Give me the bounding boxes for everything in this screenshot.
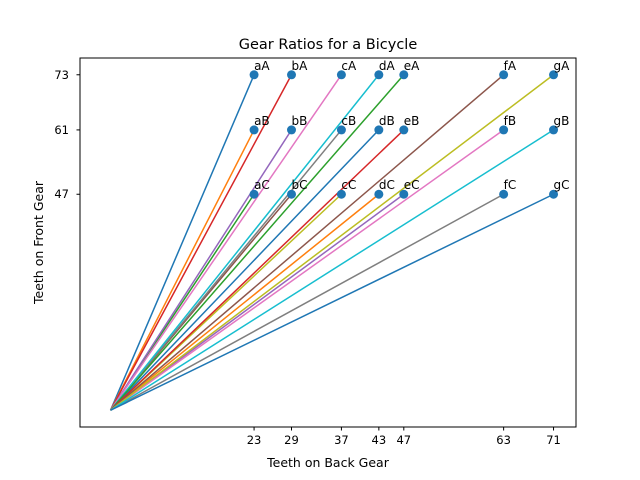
gear-line-gA <box>110 74 554 411</box>
gear-point-cA <box>336 70 346 80</box>
gear-line-dC <box>110 193 380 411</box>
gear-point-label-fA: fA <box>504 59 517 73</box>
gear-line-dA <box>109 74 380 411</box>
gear-point-label-bC: bC <box>292 178 308 192</box>
gear-line-fB <box>110 129 505 411</box>
gear-point-aB <box>249 125 259 135</box>
gear-line-gB <box>110 129 554 411</box>
gear-point-bC <box>287 189 297 199</box>
gear-point-label-gB: gB <box>554 114 570 128</box>
gear-point-eB <box>399 125 409 135</box>
gear-point-label-eC: eC <box>404 178 420 192</box>
gear-line-cB <box>109 129 342 411</box>
gear-point-bB <box>287 125 297 135</box>
y-tick-label: 61 <box>54 123 69 137</box>
gear-point-cB <box>336 125 346 135</box>
gear-line-fC <box>110 193 504 411</box>
gear-line-eC <box>110 193 405 411</box>
gear-point-label-bA: bA <box>292 59 309 73</box>
gear-point-label-dC: dC <box>379 178 395 192</box>
gear-point-label-aC: aC <box>254 178 270 192</box>
x-tick-label: 37 <box>334 433 349 447</box>
y-tick-label: 73 <box>54 68 69 82</box>
x-axis-label: Teeth on Back Gear <box>266 455 390 470</box>
gear-point-bA <box>287 70 297 80</box>
x-tick-label: 29 <box>284 433 299 447</box>
gear-line-fA <box>110 74 505 411</box>
gear-line-bA <box>109 74 293 411</box>
x-tick-label: 23 <box>247 433 262 447</box>
gear-point-label-eB: eB <box>404 114 420 128</box>
gear-point-label-bB: bB <box>292 114 308 128</box>
x-tick-label: 63 <box>496 433 511 447</box>
gear-line-eB <box>110 129 405 411</box>
chart-title: Gear Ratios for a Bicycle <box>239 37 418 53</box>
gear-point-fA <box>499 70 509 80</box>
gear-point-gA <box>549 70 559 80</box>
gear-point-gC <box>549 189 559 199</box>
x-tick-label: 43 <box>372 433 387 447</box>
axes-frame <box>79 57 577 428</box>
gear-line-eA <box>110 74 405 411</box>
gear-line-cA <box>109 74 343 411</box>
gear-point-label-dB: dB <box>379 114 395 128</box>
gear-point-label-fB: fB <box>504 114 516 128</box>
gear-point-label-aB: aB <box>254 114 270 128</box>
plot-layer: aA aB aC bA bB bC cA cB cC dA dB dC eA eB eC fA fB fC gA gB… <box>109 59 571 411</box>
gear-line-bB <box>109 129 293 411</box>
gear-point-aC <box>249 189 259 199</box>
y-tick-label: 47 <box>54 187 69 201</box>
gear-point-label-cB: cB <box>341 114 356 128</box>
gear-point-label-cA: cA <box>341 59 357 73</box>
gear-point-fB <box>499 125 509 135</box>
gear-point-aA <box>249 70 259 80</box>
gear-point-dC <box>374 189 384 199</box>
y-axis-label: Teeth on Front Gear <box>31 180 46 305</box>
gear-point-fC <box>499 189 509 199</box>
gear-point-gB <box>549 125 559 135</box>
y-axis-ticks: 47 61 73 <box>54 68 80 201</box>
gear-point-label-dA: dA <box>379 59 396 73</box>
gear-point-eA <box>399 70 409 80</box>
gear-point-label-fC: fC <box>504 178 517 192</box>
gear-point-label-aA: aA <box>254 59 270 73</box>
gear-point-eC <box>399 189 409 199</box>
gear-point-label-cC: cC <box>341 178 356 192</box>
gear-point-label-gC: gC <box>554 178 570 192</box>
gear-point-dA <box>374 70 384 80</box>
x-tick-label: 47 <box>396 433 411 447</box>
x-axis-ticks: 23 29 37 43 47 63 71 <box>247 427 561 447</box>
gear-line-gC <box>110 193 554 411</box>
x-tick-label: 71 <box>546 433 561 447</box>
gear-line-aA <box>109 74 255 411</box>
gear-line-aB <box>109 129 255 411</box>
gear-point-cC <box>336 189 346 199</box>
gear-point-dB <box>374 125 384 135</box>
gear-point-label-eA: eA <box>404 59 420 73</box>
gear-line-dB <box>110 129 380 411</box>
gear-point-label-gA: gA <box>554 59 571 73</box>
